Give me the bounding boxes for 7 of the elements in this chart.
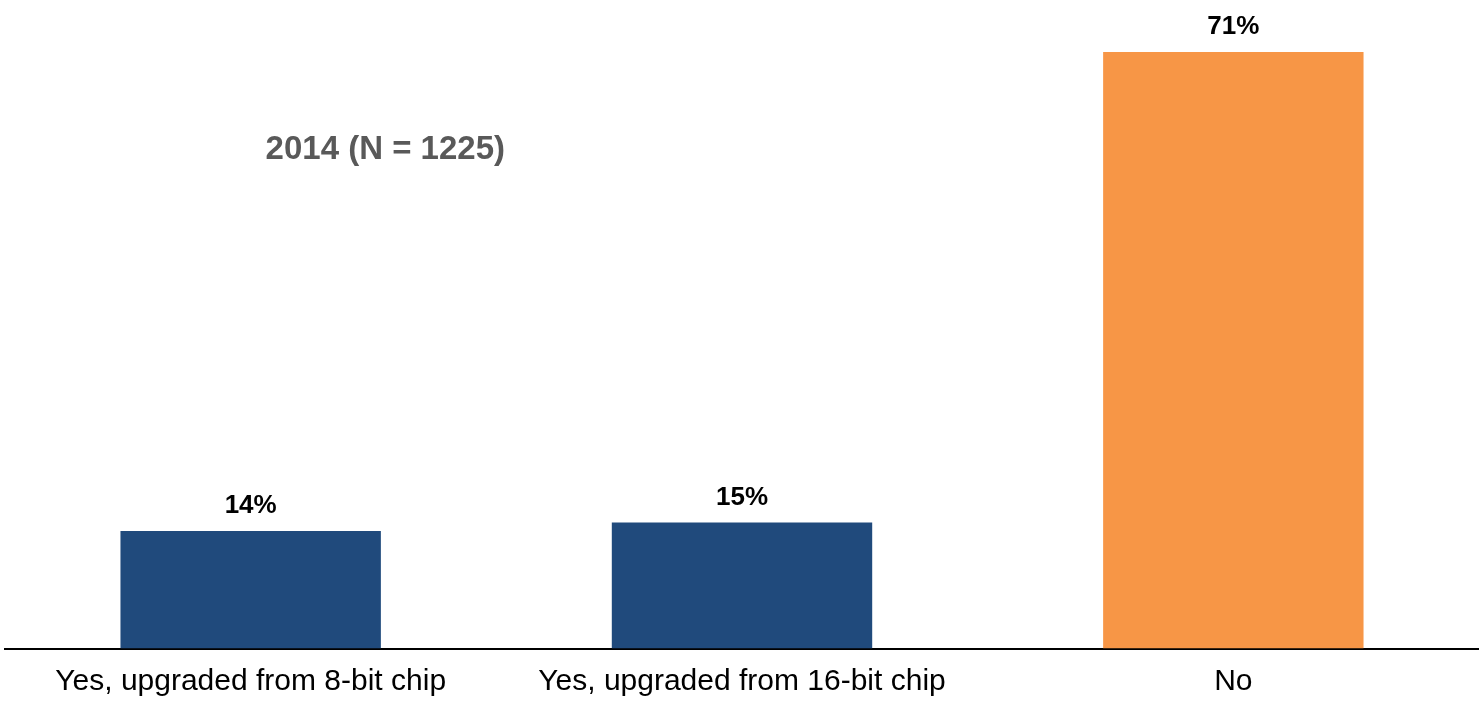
x-tick-label: Yes, upgraded from 8-bit chip (55, 662, 447, 696)
data-label: 14% (224, 489, 277, 520)
text: 2014 (N = 1225) (265, 129, 505, 167)
data-label: 15% (715, 480, 769, 511)
x-tick-label: Yes, upgraded from 16-bit chip (538, 662, 946, 696)
x-tick-label: No (1214, 662, 1253, 696)
data-label: 71% (1207, 10, 1260, 41)
